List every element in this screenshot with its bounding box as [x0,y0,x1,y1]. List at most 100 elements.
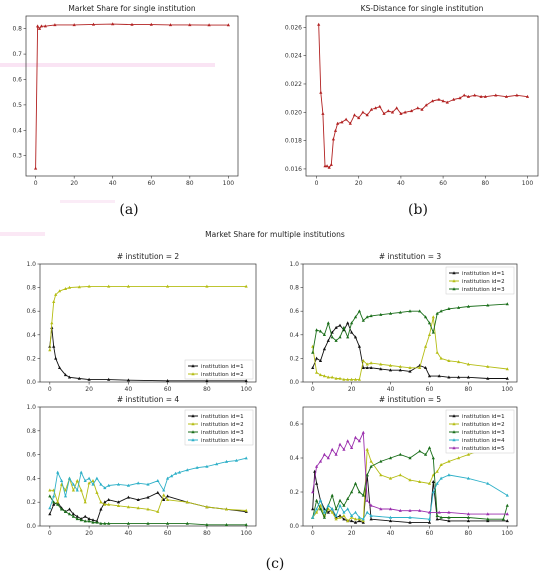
data-point [63,509,68,513]
data-point [350,514,354,517]
data-point [71,514,75,518]
data-point [361,318,365,322]
data-point [342,325,346,329]
data-point [505,302,509,306]
data-point [103,521,107,525]
data-point [325,164,329,168]
data-point [185,500,189,504]
y-tick-label: 0.016 [285,166,302,173]
legend-marker [191,414,195,418]
data-point [418,508,422,512]
legend-marker [191,422,195,426]
y-tick-label: 0.6 [289,308,299,315]
data-point [83,514,87,518]
x-tick-label: 60 [426,386,434,393]
data-point [162,498,166,501]
data-point [431,490,435,494]
data-point [462,93,466,97]
data-point [52,300,56,303]
data-point [479,94,483,98]
data-point [162,493,166,497]
data-point [111,22,115,26]
data-point [447,359,451,362]
data-point [333,128,338,132]
y-tick-label: 0.5 [12,102,22,109]
data-point [424,344,428,348]
data-point [379,473,383,477]
data-point [435,311,439,315]
data-point [365,447,369,451]
data-point [136,481,140,485]
x-tick-label: 80 [186,180,194,187]
data-point [146,495,150,499]
chart-title: # institution = 4 [117,395,180,404]
data-point [505,376,509,380]
series-line-3 [49,496,247,526]
data-point [418,449,422,453]
x-tick-label: 20 [348,530,356,537]
data-point [437,97,441,101]
chart-panels: Market Share for single institution 0 20 40… [12,4,539,537]
data-point [166,476,170,480]
data-point [408,520,412,524]
data-point [52,344,56,348]
legend-marker [191,438,195,442]
chart-b: KS-Distance for single institution 0 20 40 6… [285,4,539,187]
data-point [315,328,319,332]
data-point [427,517,432,521]
data-point [338,442,342,446]
y-tick-label: 0.6 [26,308,36,315]
data-point [39,24,43,28]
data-point [95,520,99,524]
data-point [103,502,107,506]
data-point [126,521,130,525]
chart-c4: # institution = 5 0 20 40 60 80 100 0.0 0.2 0.4 0.… [289,395,518,537]
data-point [466,375,470,379]
series-line-4 [312,474,508,520]
data-point [205,464,209,468]
x-tick-label: 60 [164,530,172,537]
data-point [346,335,350,339]
data-point [311,350,315,354]
x-tick-label: 80 [465,530,473,537]
data-point [87,377,91,381]
legend-marker [191,430,195,434]
data-point [116,504,121,507]
data-point [483,94,487,98]
data-point [352,113,357,117]
data-point [52,494,56,498]
x-tick-label: 20 [85,386,93,393]
x-tick-label: 40 [125,530,133,537]
data-point [99,507,103,511]
data-point [67,507,72,511]
legend: institution id=1 institution id=2 institut… [445,266,515,295]
legend-marker [452,279,456,283]
data-point [52,500,56,504]
x-tick-label: 0 [311,386,315,393]
data-point [130,22,134,26]
data-point [357,309,361,313]
data-point [486,517,490,521]
data-point [207,23,211,27]
data-point [350,519,354,523]
data-point [437,374,441,378]
data-point [166,494,170,498]
data-point [53,23,57,27]
data-point [336,121,340,125]
data-point [342,503,346,507]
data-point [126,495,130,499]
data-point [374,106,378,110]
legend-marker [452,271,456,275]
data-point [107,521,111,525]
data-point [357,519,361,523]
data-point [350,490,354,494]
plot-frame [305,15,539,177]
data-point [338,514,342,517]
data-point [430,99,435,103]
data-point [388,363,393,367]
data-point [322,374,326,378]
data-point [505,367,509,371]
data-point [388,515,393,519]
data-point [338,376,342,380]
data-point [99,521,103,525]
